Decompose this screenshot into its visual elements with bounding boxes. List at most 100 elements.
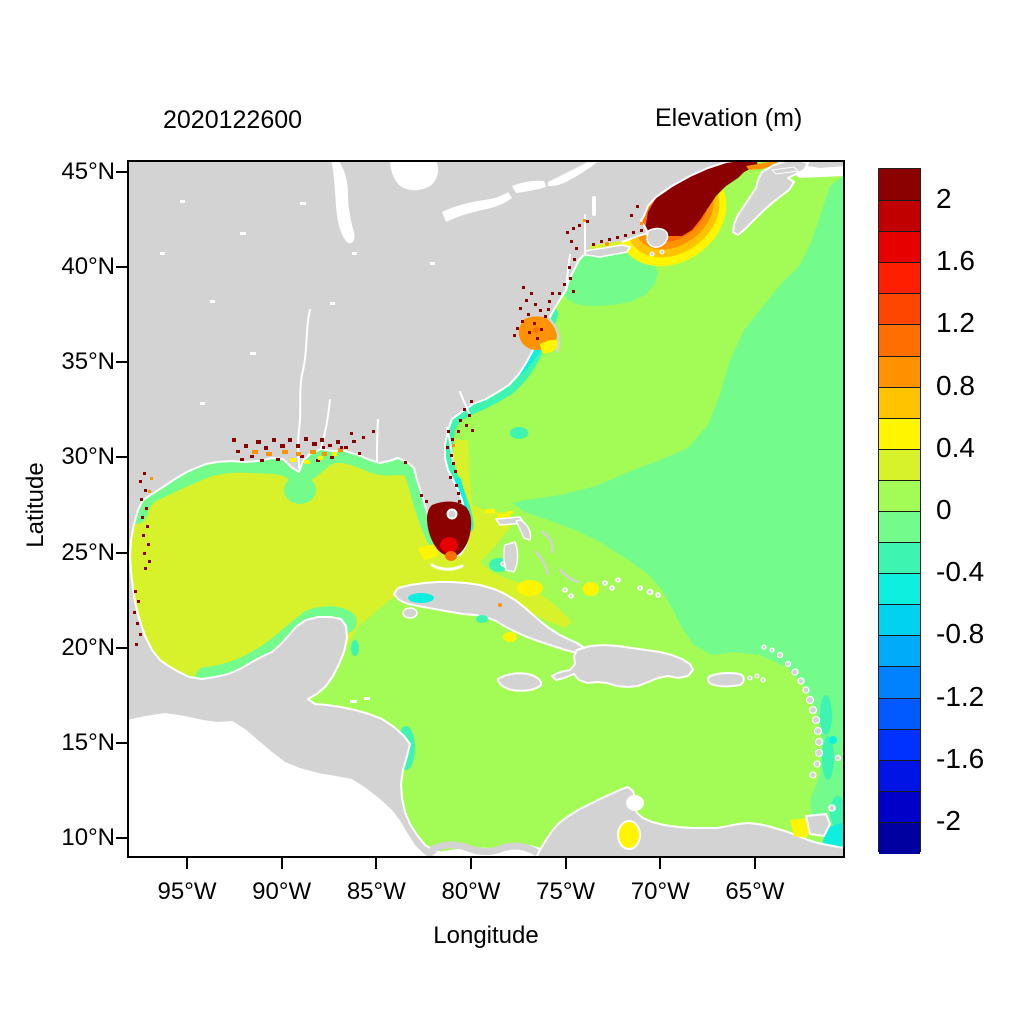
colorbar-tick-label: -0.8 [936,618,985,650]
map-panel [127,160,845,858]
bahama-yellow-streaks [485,509,599,642]
colorbar-segment [879,728,920,761]
colorbar-tick-label: -0.4 [936,556,985,588]
lat-tick-mark [116,361,127,364]
land-puerto-rico [706,671,745,688]
small-lakes [160,200,435,703]
louisiana-marsh-yellow [290,452,337,464]
louisiana-marsh-orange [252,448,343,456]
south-florida-max [418,501,472,571]
colorbar-tick-label: 2 [936,183,952,215]
colorbar-segment [879,542,920,575]
colorbar-segment [879,821,920,854]
lon-tick-mark [659,858,662,869]
lat-tick-label: 15°N [61,728,115,756]
lat-tick-label: 30°N [61,443,115,471]
colorbar-segment [879,355,920,388]
lat-tick-label: 45°N [61,158,115,185]
lon-tick-label: 95°W [157,878,217,905]
lon-tick-mark [469,858,472,869]
colorbar-segment [879,573,920,606]
bahama-island-arcs [534,530,580,584]
pacific-white-mask [127,713,555,858]
elevation-map [127,160,845,858]
colorbar-tick-label: 0.4 [936,431,975,463]
colorbar-segment [879,324,920,357]
colorbar-tick-label: 0 [936,494,952,525]
delta-mint-bulge [284,476,316,504]
land-south-america [535,786,845,858]
land-hispaniola [551,644,694,688]
colorbar-segment [879,635,920,668]
colorbar-segment [879,697,920,730]
texas-coast-specks [133,472,151,646]
lat-tick-mark [116,456,127,459]
run-id-title: 2020122600 [163,106,303,134]
lat-tick-mark [116,551,127,554]
land-tobago [828,804,836,812]
lake-maracaibo-yellow [617,820,641,850]
lon-tick-label: 90°W [252,878,312,905]
colorbar-segment [879,293,920,326]
lat-tick-label: 10°N [61,823,115,851]
colorbar-tick-label: 1.2 [936,307,975,339]
colorbar-segment [879,200,920,233]
colorbar-segment [879,386,920,419]
lon-tick-label: 80°W [441,878,501,905]
cuba-orange-dot [498,603,502,607]
gulf-of-venezuela-white [626,795,644,811]
lat-tick-mark [116,836,127,839]
texas-orange-specks [148,477,153,493]
new-england-specks [566,205,643,269]
louisiana-marsh-specks [232,430,375,462]
florida-orange-speck [452,444,455,447]
land-cape-cod [646,227,669,248]
colorbar-tick-label: 0.8 [936,369,975,401]
colorbar-segment [879,169,920,202]
colorbar-tick-label: -1.6 [936,742,985,774]
y-axis-label: Latitude [22,462,49,548]
lon-tick-mark [375,858,378,869]
land-long-island [584,244,632,258]
outer-banks [544,314,561,354]
lat-tick-mark [116,171,127,173]
land-jamaica [496,672,543,692]
map-border [127,160,845,858]
lon-tick-mark [280,858,283,869]
x-axis-label: Longitude [433,922,539,949]
colorbar-segment [879,231,920,264]
lon-tick-mark [753,858,756,869]
lon-tick-mark [564,858,567,869]
new-england-orange-specks [583,219,643,246]
lon-tick-label: 85°W [346,878,406,905]
bay-of-fundy-max [645,160,758,236]
land-isle-of-youth [402,607,418,619]
colorbar-segment [879,479,920,512]
lon-tick-label: 65°W [725,878,785,905]
land-lesser-antilles [761,644,842,779]
land-trinidad [804,812,832,838]
lon-tick-label: 70°W [630,878,690,905]
lat-tick-label: 35°N [61,348,115,376]
land-panama-isthmus [429,841,547,858]
colorbar-tick-label: -2 [936,804,961,836]
colorbar-tick-label: 1.6 [936,245,975,277]
colorbar-segment [879,666,920,699]
land-nova-scotia [732,160,809,236]
colorbar-segment [879,604,920,637]
pamlico-red-dot [533,327,539,333]
pamlico-yellow-fringe [540,340,560,354]
atlantic-mint-region [512,175,845,838]
lat-tick-label: 25°N [61,538,115,566]
colorbar-segment [879,511,920,544]
lat-tick-label: 20°N [61,633,115,661]
land-nantucket [649,249,665,257]
virgin-islands [747,673,766,683]
northumberland-orange-sliver [746,161,779,170]
lat-tick-mark [116,646,127,649]
lat-tick-mark [116,266,127,269]
lon-tick-mark [186,858,188,869]
colorbar-segment [879,759,920,792]
colorbar [878,168,921,854]
